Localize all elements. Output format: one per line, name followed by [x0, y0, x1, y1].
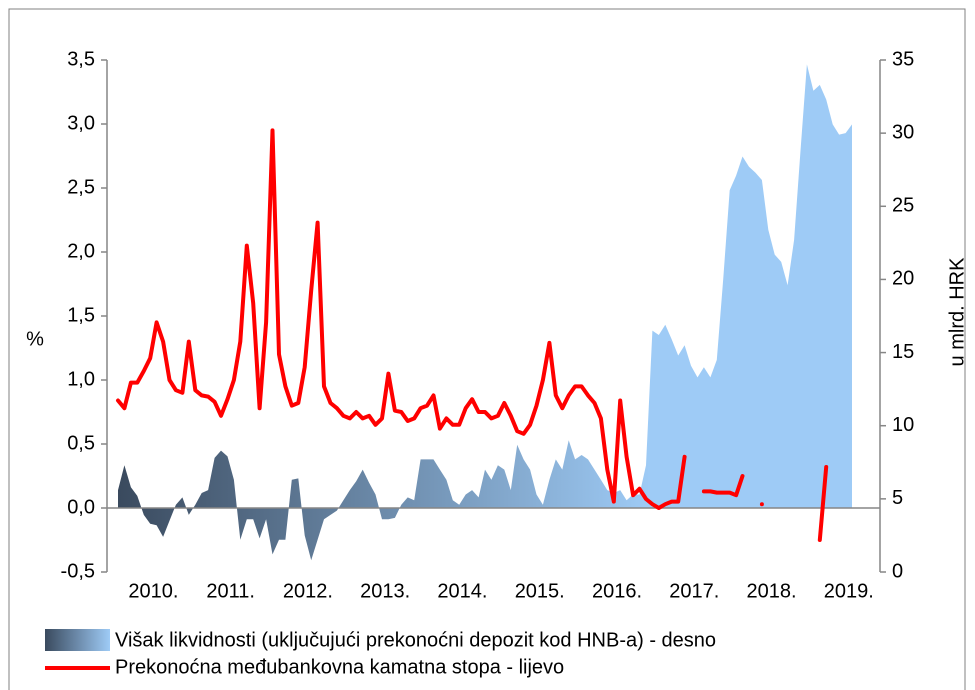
- x-tick-label: 2014.: [437, 580, 487, 602]
- area: [118, 64, 852, 561]
- y-tick-label: 3,0: [67, 112, 95, 134]
- y-tick-label: 0,5: [67, 432, 95, 454]
- y-tick-label: 2,5: [67, 176, 95, 198]
- legend-label: Prekonoćna međubankovna kamatna stopa - …: [115, 656, 564, 678]
- y2-tick-label: 10: [892, 414, 914, 436]
- y-tick-label: 2,0: [67, 240, 95, 262]
- y2-tick-label: 20: [892, 268, 914, 290]
- frame: [8, 8, 966, 690]
- y2-tick-label: 25: [892, 195, 914, 217]
- y-tick-label: 1,5: [67, 304, 95, 326]
- legend-label: Višak likvidnosti (uključujući prekonoćn…: [115, 629, 716, 651]
- x-tick-label: 2019.: [824, 580, 874, 602]
- x-tick-label: 2016.: [592, 580, 642, 602]
- y2-axis-label: u mlrd. HRK: [946, 257, 968, 367]
- y-tick-label: 1,0: [67, 368, 95, 390]
- x-tick-label: 2017.: [669, 580, 719, 602]
- x-tick-label: 2011.: [206, 580, 255, 602]
- y2-tick-label: 0: [892, 560, 903, 582]
- y2-tick-label: 5: [892, 487, 903, 509]
- y2-tick-label: 35: [892, 48, 914, 70]
- x-tick-label: 2012.: [283, 580, 333, 602]
- x-tick-label: 2010.: [128, 580, 178, 602]
- plot: -0,5 0,0 0,5 1,0 1,5 2,0 2,5 3,0 3,5 0 5 10 15 20 25 30…: [61, 48, 915, 602]
- y2-tick-label: 30: [892, 121, 914, 143]
- y-axis-label: %: [26, 328, 44, 350]
- y-tick-label: 3,5: [67, 48, 95, 70]
- x-tick-label: 2018.: [746, 580, 796, 602]
- y-tick-label: 0,0: [67, 496, 95, 518]
- line: [116, 128, 829, 542]
- y2-tick-label: 15: [892, 341, 914, 363]
- x-tick-label: 2015.: [515, 580, 565, 602]
- legend-swatch-area: [45, 629, 110, 651]
- x-tick-label: 2013.: [360, 580, 410, 602]
- y-tick-label: -0,5: [61, 560, 95, 582]
